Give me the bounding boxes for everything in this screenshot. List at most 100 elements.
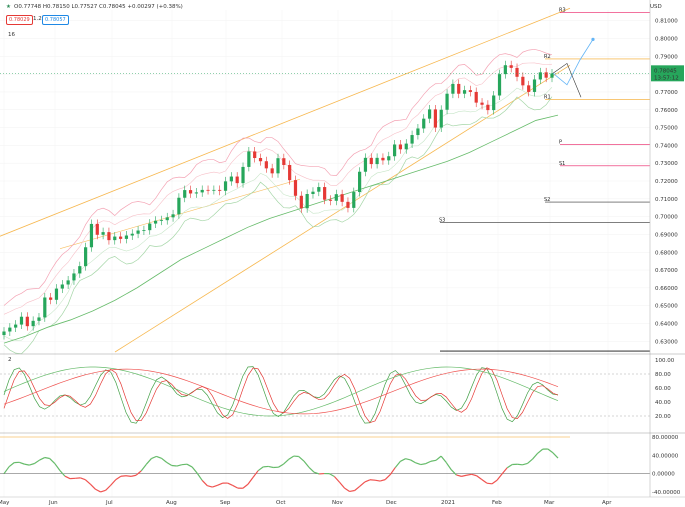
candle-body	[480, 102, 484, 105]
candle-body	[95, 223, 99, 235]
x-tick-label: May	[0, 500, 10, 506]
candle-body	[462, 90, 467, 94]
candle-body	[305, 194, 309, 209]
candle-body	[165, 217, 169, 221]
mom-segment	[476, 475, 483, 480]
mom-segment	[64, 475, 71, 480]
candle-body	[328, 199, 333, 201]
buy-price-badge[interactable]: 0.78057	[42, 15, 69, 25]
mom-segment	[517, 463, 523, 466]
candle-body	[433, 109, 438, 128]
mom-segment	[552, 452, 559, 459]
mom-segment	[354, 485, 361, 491]
candle-body	[323, 187, 327, 200]
candle-body	[72, 273, 76, 281]
candle-body	[212, 189, 216, 191]
mom-segment	[130, 474, 137, 477]
candle-body	[474, 91, 478, 103]
candle-body	[253, 151, 257, 159]
candle-body	[218, 189, 222, 191]
mom-segment	[156, 455, 162, 459]
candle-body	[422, 118, 426, 129]
mom-segment	[364, 479, 371, 483]
osc-tick-label: 60.00	[655, 386, 671, 392]
candle-body	[101, 232, 105, 235]
candle-body	[340, 194, 344, 202]
mom-segment	[420, 463, 426, 466]
mom-segment	[49, 458, 56, 464]
candle-body	[416, 128, 420, 136]
y-tick-label: 0.69000	[655, 232, 678, 238]
candle-body	[8, 327, 12, 332]
indicator-toggle[interactable]: 16	[8, 32, 15, 38]
candle-body	[2, 331, 6, 336]
mom-segment	[425, 460, 432, 465]
price-tag-value: 0.78045	[654, 68, 677, 74]
y-tick-label: 0.80000	[655, 37, 678, 43]
candle-body	[124, 235, 129, 239]
bollinger-inner-lower-line	[3, 87, 553, 341]
mom-segment	[344, 487, 350, 492]
projection-up-line	[552, 39, 594, 86]
y-tick-label: 0.65000	[655, 304, 678, 310]
mom-segment	[333, 476, 340, 483]
grid-lines	[0, 10, 650, 497]
mom-segment	[207, 485, 213, 488]
mom-segment	[100, 489, 106, 493]
bollinger-upper-line	[3, 48, 553, 306]
pivot-label-s3: S3	[439, 217, 445, 223]
candle-body	[497, 74, 502, 96]
candle-body	[84, 247, 88, 267]
candle-body	[276, 158, 280, 174]
channel-lower-line	[114, 64, 571, 353]
mom-segment	[410, 459, 416, 464]
y-tick-label: 0.81000	[655, 19, 678, 25]
mom-segment	[212, 484, 218, 488]
candle-body	[66, 280, 70, 285]
candle-body	[188, 190, 193, 194]
candle-body	[78, 266, 82, 274]
mom-segment	[481, 479, 488, 484]
oscillator-toggle[interactable]: 2	[8, 357, 12, 363]
candle-body	[550, 73, 554, 78]
channel-lines	[0, 7, 571, 353]
mom-segment	[496, 473, 503, 481]
projection-down-line	[552, 62, 582, 98]
mom-segment	[232, 484, 239, 489]
mom-segment	[537, 448, 544, 454]
mom-segment	[532, 452, 539, 460]
candle-body	[43, 297, 47, 318]
mom-segment	[400, 458, 406, 462]
sell-price-badge[interactable]: 0.78029	[6, 15, 33, 25]
y-tick-label: 0.76000	[655, 108, 678, 114]
y-tick-label: 0.64000	[655, 322, 678, 328]
mom-segment	[54, 463, 61, 471]
osc-tick-label: 80.00	[655, 372, 671, 378]
candle-body	[311, 191, 315, 195]
bollinger-lower-line	[3, 96, 553, 355]
candle-body	[258, 158, 263, 162]
mom-segment	[491, 479, 498, 485]
pivot-label-p: P	[559, 139, 562, 145]
mom-segment	[298, 456, 305, 462]
x-tick-label: Aug	[166, 500, 177, 506]
mom-segment	[456, 474, 462, 477]
y-tick-label: 0.72000	[655, 179, 678, 185]
candle-body	[159, 220, 164, 221]
mom-segment	[450, 469, 457, 476]
mom-segment	[217, 482, 223, 486]
y-tick-label: 0.67000	[655, 268, 678, 274]
candle-body	[410, 135, 414, 144]
osc-tick-label: 100.00	[655, 358, 675, 364]
ohlc-readout: O0.77748 H0.78150 L0.77527 C0.78045 +0.0…	[14, 4, 183, 10]
candle-body	[49, 297, 53, 300]
osc-tick-label: 40.00	[655, 400, 671, 406]
candle-body	[89, 223, 94, 248]
price-tag	[651, 65, 684, 82]
candle-body	[352, 192, 356, 208]
pivot-label-r3: R3	[559, 8, 566, 14]
mom-segment	[283, 458, 290, 465]
symbol-star-icon[interactable]: ★	[6, 4, 11, 10]
mom-segment	[19, 461, 25, 465]
candle-body	[19, 316, 24, 325]
